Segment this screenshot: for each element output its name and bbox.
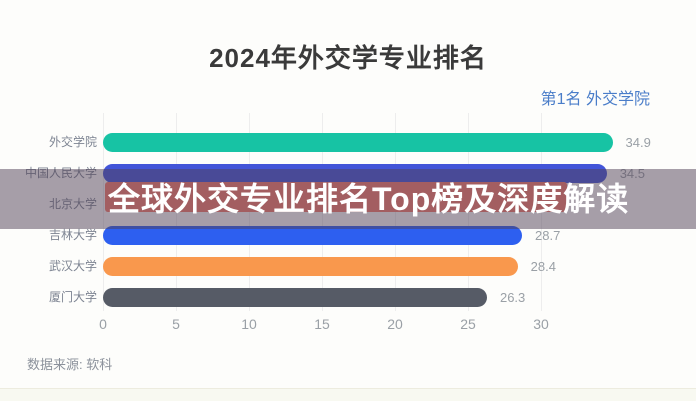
value-label: 28.7	[535, 228, 561, 243]
banner-highlight-band	[105, 182, 567, 212]
x-axis-tick-label: 15	[314, 316, 330, 332]
x-axis-tick-label: 5	[172, 316, 180, 332]
bar	[103, 133, 613, 152]
value-label: 26.3	[499, 290, 526, 305]
category-label: 武汉大学	[48, 259, 97, 273]
x-axis-tick-label: 20	[387, 316, 403, 332]
data-source-note: 数据来源: 软科	[27, 357, 113, 372]
category-label: 厦门大学	[48, 290, 97, 304]
value-label: 34.9	[625, 135, 651, 150]
x-axis-tick-label: 30	[533, 316, 549, 332]
x-axis-tick-label: 0	[99, 316, 107, 332]
category-label: 外交学院	[48, 135, 97, 149]
x-axis-tick-label: 10	[241, 316, 257, 332]
footer-strip	[0, 388, 696, 401]
x-axis-tick-label: 25	[460, 316, 476, 332]
bar	[103, 288, 487, 307]
chart-title: 2024年外交学专业排名	[209, 43, 487, 73]
bar	[103, 226, 523, 245]
rank-first-note: 第1名 外交学院	[540, 91, 650, 108]
value-label: 28.4	[530, 259, 556, 274]
category-label: 吉林大学	[48, 228, 97, 242]
bar	[103, 257, 518, 276]
banner-headline: 全球外交专业排名Top榜及深度解读	[108, 181, 630, 217]
